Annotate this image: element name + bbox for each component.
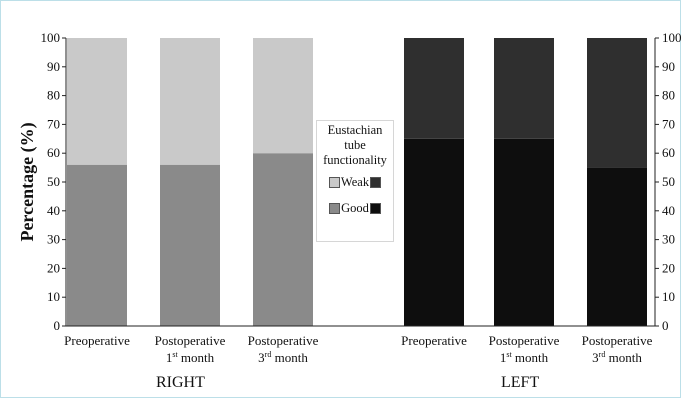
category-label-4-line-1: Preoperative	[401, 333, 467, 348]
bar-weak-6	[587, 38, 647, 168]
y-tick-label-left-80: 80	[47, 88, 60, 103]
legend-title-line-1: Eustachian	[327, 123, 383, 137]
y-tick-label-right-70: 70	[662, 116, 675, 131]
category-label-6-line-1: Postoperative	[582, 333, 653, 348]
bar-weak-3	[253, 38, 313, 154]
y-tick-label-left-20: 20	[47, 260, 60, 275]
legend-swatch-good-right	[329, 202, 341, 214]
legend-label-weak: Weak	[340, 174, 370, 189]
bar-weak-2	[160, 38, 220, 165]
category-label-2-line-1: Postoperative	[155, 333, 226, 348]
legend-row-weak: Weak	[317, 174, 393, 190]
bar-weak-5	[494, 38, 554, 139]
y-axis-title: Percentage (%)	[17, 122, 38, 241]
y-tick-label-right-80: 80	[662, 88, 675, 103]
group-label-right: RIGHT	[156, 374, 205, 391]
category-label-5-line-2: 1st month	[500, 350, 549, 365]
legend-label-good: Good	[341, 200, 369, 215]
category-label-6-line-2: 3rd month	[592, 350, 642, 365]
category-label-3-line-1: Postoperative	[248, 333, 319, 348]
category-label-2-line-2: 1st month	[166, 350, 215, 365]
legend-row-good: Good	[317, 200, 393, 216]
y-tick-label-left-70: 70	[47, 116, 60, 131]
y-tick-label-right-10: 10	[662, 289, 675, 304]
group-label-left: LEFT	[501, 374, 540, 391]
legend-swatch-good-left	[369, 202, 381, 214]
y-tick-label-left-30: 30	[47, 232, 60, 247]
y-tick-label-left-90: 90	[47, 59, 60, 74]
bar-good-3	[253, 153, 313, 326]
bar-good-4	[404, 138, 464, 326]
y-tick-label-right-90: 90	[662, 59, 675, 74]
y-tick-label-left-100: 100	[41, 30, 61, 45]
y-tick-label-left-40: 40	[47, 203, 60, 218]
bar-good-5	[494, 138, 554, 326]
bar-weak-1	[67, 38, 127, 165]
legend-swatch-weak-right	[328, 176, 340, 188]
bar-good-2	[160, 164, 220, 326]
bar-good-1	[67, 164, 127, 326]
bar-good-6	[587, 167, 647, 326]
category-label-5-line-1: Postoperative	[489, 333, 560, 348]
y-tick-label-right-50: 50	[662, 174, 675, 189]
y-tick-label-right-40: 40	[662, 203, 675, 218]
category-label-1-line-1: Preoperative	[64, 333, 130, 348]
legend: Eustachian tube functionality Weak Good	[316, 120, 394, 242]
y-tick-label-right-0: 0	[662, 318, 669, 333]
legend-title: Eustachian tube functionality	[317, 123, 393, 168]
y-tick-label-right-30: 30	[662, 232, 675, 247]
y-tick-label-left-0: 0	[54, 318, 61, 333]
legend-title-line-3: functionality	[323, 153, 387, 167]
legend-swatch-weak-left	[370, 176, 382, 188]
y-tick-label-left-50: 50	[47, 174, 60, 189]
y-tick-label-left-60: 60	[47, 145, 60, 160]
bar-weak-4	[404, 38, 464, 139]
y-tick-label-left-10: 10	[47, 289, 60, 304]
y-tick-label-right-60: 60	[662, 145, 675, 160]
y-tick-label-right-100: 100	[662, 30, 682, 45]
legend-title-line-2: tube	[344, 138, 366, 152]
y-tick-label-right-20: 20	[662, 260, 675, 275]
category-label-3-line-2: 3rd month	[258, 350, 308, 365]
